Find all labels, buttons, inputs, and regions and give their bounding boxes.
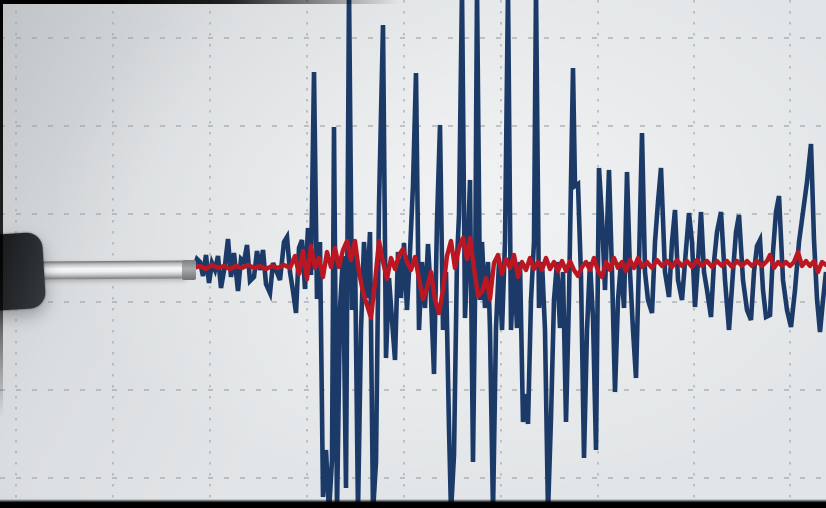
seismograph-arm — [35, 260, 187, 280]
seismograph-body — [0, 231, 47, 313]
secondary-wave-trace — [191, 235, 826, 321]
primary-wave-trace — [191, 0, 826, 508]
pen-tip — [182, 260, 196, 280]
